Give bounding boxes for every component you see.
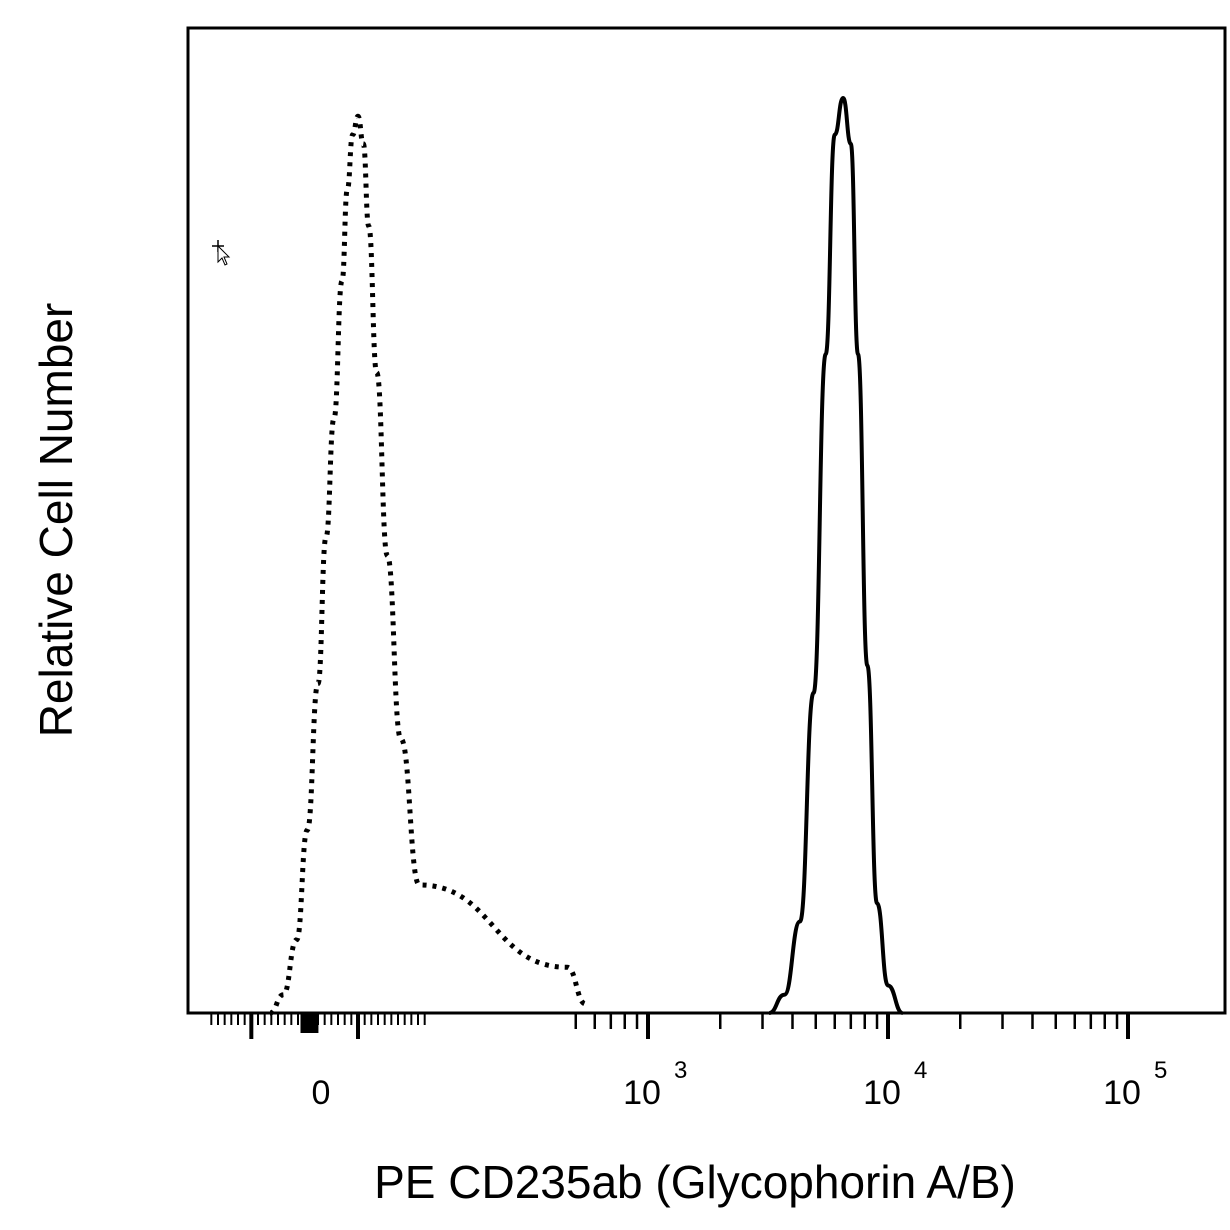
stained-histogram-line [768, 95, 904, 1015]
histogram-series [269, 95, 904, 1016]
x-axis-tick-labels: 0 10 3 10 4 10 5 [312, 1057, 1168, 1112]
x-tick-label-exponent: 3 [674, 1057, 687, 1084]
x-tick-label: 10 [1103, 1074, 1141, 1112]
control-histogram-line [269, 113, 587, 1016]
x-tick-label-exponent: 5 [1154, 1057, 1167, 1084]
x-tick-label: 0 [312, 1074, 331, 1112]
x-axis-title: PE CD235ab (Glycophorin A/B) [374, 1156, 1016, 1208]
plot-area [186, 26, 1227, 1015]
cursor-icon [212, 240, 231, 266]
x-tick-label: 10 [863, 1074, 901, 1112]
y-axis-title: Relative Cell Number [30, 303, 82, 738]
x-axis-ticks [210, 1013, 1130, 1039]
x-tick-label: 10 [623, 1074, 661, 1112]
x-tick-label-exponent: 4 [914, 1057, 927, 1084]
